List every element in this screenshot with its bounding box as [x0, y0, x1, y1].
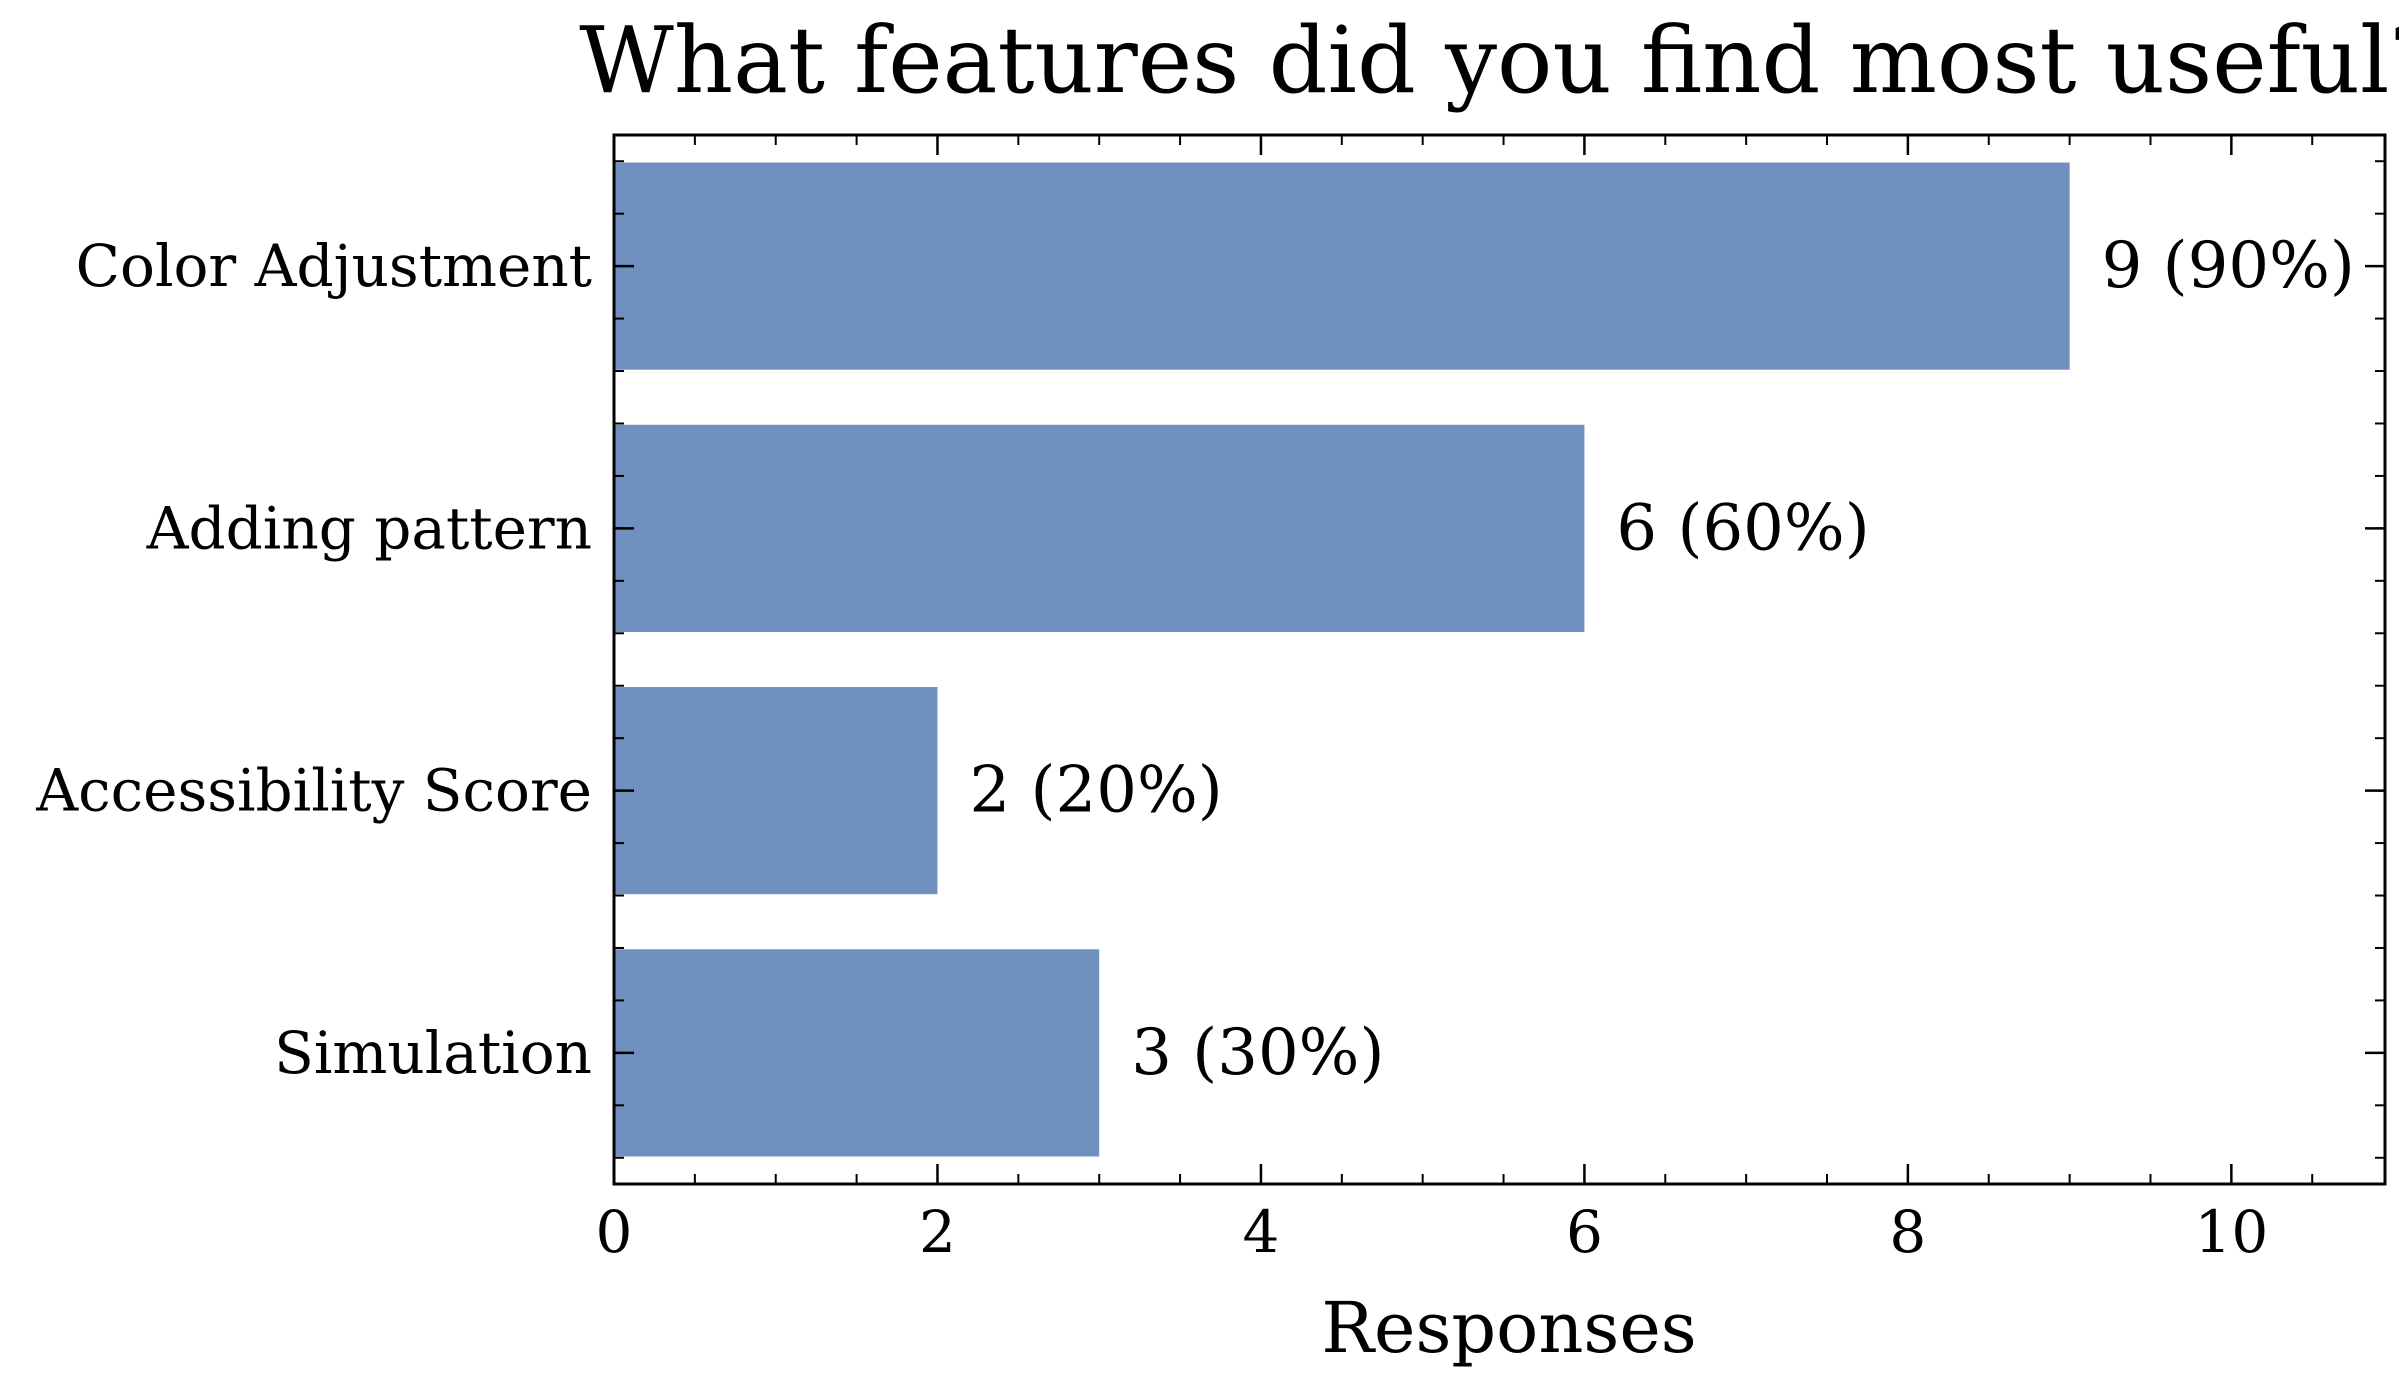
- x-axis-label: Responses: [1321, 1287, 1696, 1369]
- data-label: 9 (90%): [2102, 229, 2355, 303]
- chart-title: What features did you find most useful?: [579, 7, 2399, 114]
- ticks-layer: [612, 135, 2385, 1184]
- category-label: Simulation: [274, 1019, 592, 1087]
- bar-1: [614, 424, 1585, 632]
- category-label: Accessibility Score: [35, 757, 592, 825]
- data-label: 2 (20%): [969, 754, 1222, 828]
- bars-layer: [614, 162, 2070, 1157]
- bar-3: [614, 949, 1100, 1157]
- data-label: 3 (30%): [1131, 1016, 1384, 1090]
- x-tick-label: 0: [596, 1198, 633, 1266]
- x-tick-label: 8: [1889, 1198, 1926, 1266]
- x-tick-label: 2: [919, 1198, 956, 1266]
- x-tick-label: 10: [2194, 1198, 2268, 1266]
- category-label: Color Adjustment: [76, 232, 592, 300]
- labels-layer: Color Adjustment 9 (90%) Adding pattern 6 (…: [35, 229, 2355, 1266]
- x-tick-label: 6: [1566, 1198, 1603, 1266]
- bar-2: [614, 687, 938, 895]
- category-label: Adding pattern: [146, 494, 592, 562]
- plot-frame: [612, 133, 2387, 1186]
- bar-0: [614, 162, 2070, 370]
- x-tick-label: 4: [1242, 1198, 1279, 1266]
- data-label: 6 (60%): [1616, 491, 1869, 565]
